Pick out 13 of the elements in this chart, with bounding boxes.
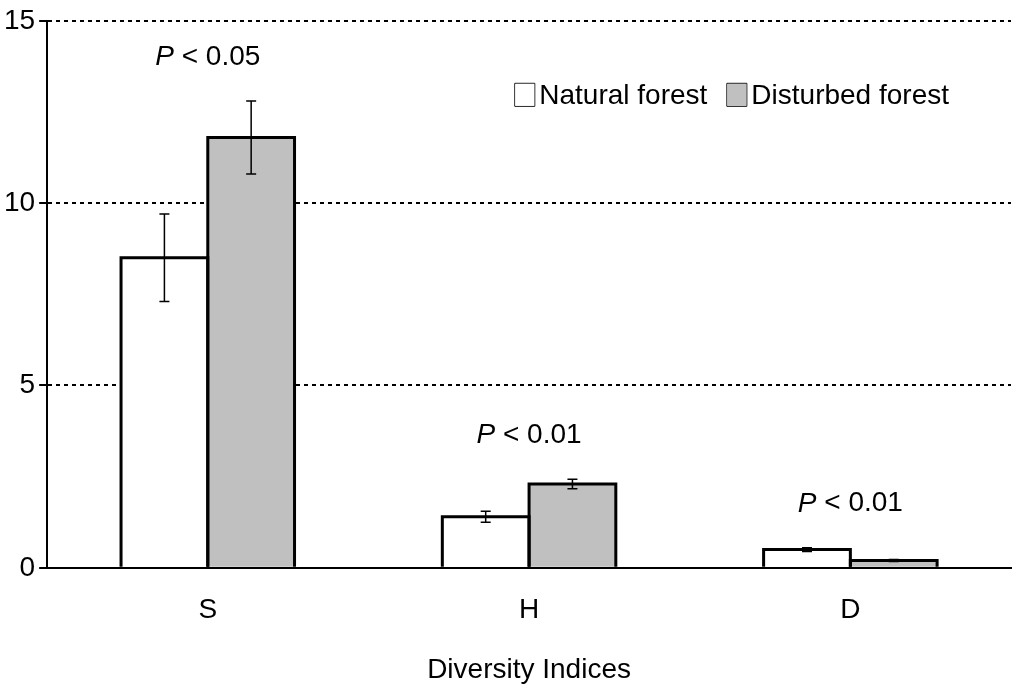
legend-label: Natural forest	[539, 78, 708, 110]
y-tick-label: 15	[3, 3, 36, 35]
x-axis-title: Diversity Indices	[427, 652, 631, 684]
legend-label: Disturbed forest	[751, 78, 950, 110]
x-tick-label: D	[840, 593, 861, 625]
y-tick-label: 10	[3, 185, 36, 217]
annotation: P < 0.01	[476, 417, 582, 449]
x-tick-label: H	[518, 593, 540, 625]
annotation: P < 0.01	[797, 486, 903, 518]
annotation: P < 0.05	[155, 39, 261, 71]
x-tick-label: S	[198, 593, 218, 625]
y-tick-label: 0	[19, 550, 36, 582]
y-tick-label: 5	[19, 368, 36, 400]
